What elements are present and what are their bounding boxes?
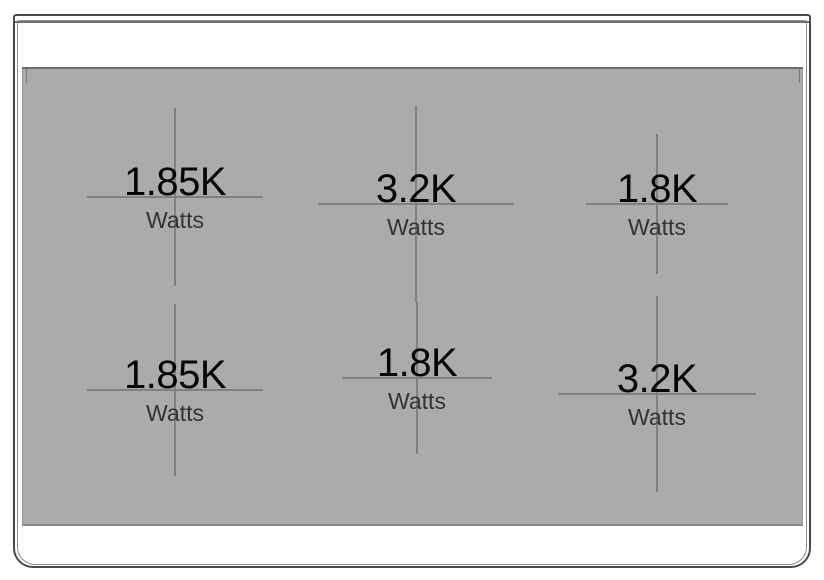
surface-left-edge xyxy=(22,69,23,524)
burner-power-unit: Watts xyxy=(628,404,686,430)
frame-nub-right xyxy=(799,69,800,83)
crosshair-horizontal-icon xyxy=(342,377,492,379)
burner-power-value: 1.8K xyxy=(616,167,698,211)
surface-top-edge xyxy=(22,67,803,69)
burner-label-group: 1.85K Watts xyxy=(123,353,227,426)
burner-power-value: 3.2K xyxy=(375,167,457,211)
appliance-inner-frame xyxy=(17,20,807,565)
burner-power-unit: Watts xyxy=(387,214,445,240)
top-edge-rule xyxy=(15,21,809,23)
crosshair-horizontal-icon xyxy=(558,393,756,395)
surface-right-edge xyxy=(802,69,803,524)
frame-nub-left xyxy=(26,69,27,83)
burner-label-group: 3.2K Watts xyxy=(616,357,698,430)
crosshair-horizontal-icon xyxy=(586,203,728,205)
burner-power-unit: Watts xyxy=(146,400,204,426)
crosshair-horizontal-icon xyxy=(87,196,263,198)
burner-power-value: 1.85K xyxy=(123,353,227,397)
cooktop-surface xyxy=(22,69,803,524)
burner-label-group: 1.85K Watts xyxy=(123,160,227,233)
burner-power-unit: Watts xyxy=(388,388,446,414)
burner-power-unit: Watts xyxy=(628,214,686,240)
burner-label-group: 1.8K Watts xyxy=(616,167,698,240)
burner-power-unit: Watts xyxy=(146,207,204,233)
burner-power-value: 3.2K xyxy=(616,357,698,401)
surface-bottom-edge xyxy=(22,524,803,526)
burner-label-group: 1.8K Watts xyxy=(376,341,458,414)
burner-label-group: 3.2K Watts xyxy=(375,167,457,240)
burner-power-value: 1.8K xyxy=(376,341,458,385)
burner-power-value: 1.85K xyxy=(123,160,227,204)
crosshair-horizontal-icon xyxy=(318,203,514,205)
crosshair-horizontal-icon xyxy=(87,389,263,391)
